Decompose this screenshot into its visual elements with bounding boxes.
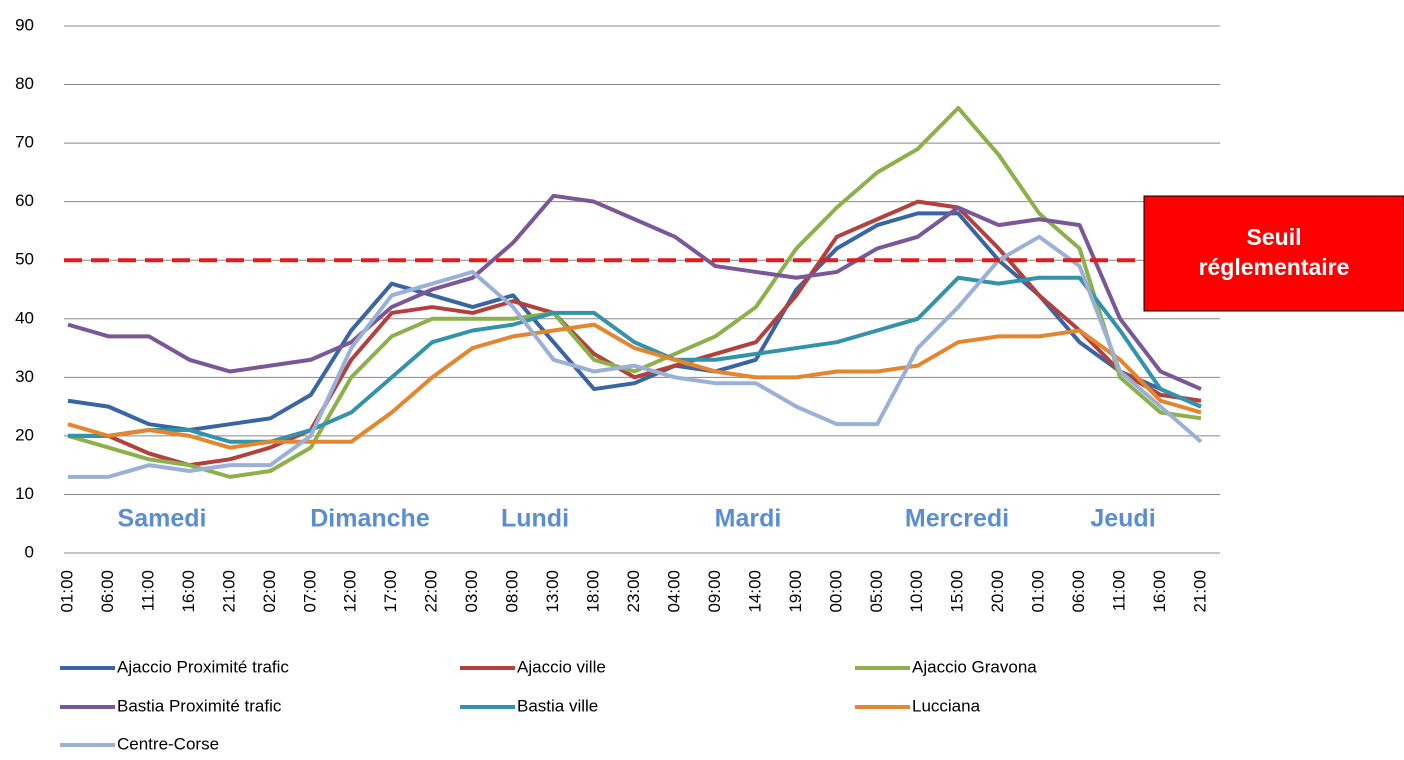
legend-label: Bastia ville bbox=[517, 696, 598, 715]
x-tick-label: 21:00 bbox=[219, 570, 238, 613]
day-label: Mercredi bbox=[905, 505, 1009, 533]
x-tick-label: 08:00 bbox=[503, 570, 522, 613]
y-tick-label: 60 bbox=[15, 191, 34, 210]
x-tick-label: 01:00 bbox=[1029, 570, 1048, 613]
legend-label: Lucciana bbox=[912, 696, 981, 715]
y-tick-label: 10 bbox=[15, 484, 34, 503]
series-line bbox=[68, 275, 1202, 444]
x-tick-label: 19:00 bbox=[786, 570, 805, 613]
x-tick-label: 20:00 bbox=[988, 570, 1007, 613]
x-tick-label: 17:00 bbox=[381, 570, 400, 613]
x-tick-label: 00:00 bbox=[826, 570, 845, 613]
series-line bbox=[68, 199, 1202, 468]
x-tick-label: 10:00 bbox=[907, 570, 926, 613]
day-label: Jeudi bbox=[1090, 505, 1155, 533]
x-tick-label: 16:00 bbox=[1150, 570, 1169, 613]
series-line bbox=[67, 322, 1202, 450]
series-line bbox=[67, 211, 1202, 433]
day-label: Mardi bbox=[715, 505, 782, 533]
legend-label: Ajaccio Gravona bbox=[912, 657, 1037, 676]
x-tick-label: 22:00 bbox=[422, 570, 441, 613]
y-tick-label: 40 bbox=[15, 308, 34, 327]
x-tick-label: 21:00 bbox=[1190, 570, 1209, 613]
x-tick-label: 11:00 bbox=[138, 570, 157, 611]
x-tick-label: 06:00 bbox=[98, 570, 117, 613]
y-tick-label: 80 bbox=[15, 74, 34, 93]
x-tick-label: 02:00 bbox=[260, 570, 279, 613]
legend-label: Ajaccio ville bbox=[517, 657, 606, 676]
day-label: Dimanche bbox=[310, 505, 430, 533]
threshold-box bbox=[1143, 195, 1404, 312]
x-tick-label: 18:00 bbox=[584, 570, 603, 613]
y-tick-label: 70 bbox=[15, 133, 34, 152]
y-tick-label: 0 bbox=[25, 542, 34, 561]
x-tick-label: 06:00 bbox=[1069, 570, 1088, 613]
legend-label: Ajaccio Proximité trafic bbox=[117, 657, 289, 676]
threshold-label: Seuil réglementaire bbox=[1199, 224, 1350, 280]
day-label: Samedi bbox=[118, 505, 207, 533]
x-tick-label: 05:00 bbox=[867, 570, 886, 613]
y-tick-label: 90 bbox=[15, 15, 34, 34]
x-tick-label: 04:00 bbox=[664, 570, 683, 613]
series-line bbox=[67, 193, 1202, 391]
y-tick-label: 20 bbox=[15, 425, 34, 444]
y-tick-label: 30 bbox=[15, 367, 34, 386]
x-tick-label: 15:00 bbox=[948, 570, 967, 613]
x-tick-label: 01:00 bbox=[57, 570, 76, 613]
x-tick-label: 07:00 bbox=[300, 570, 319, 613]
series-line bbox=[67, 105, 1202, 479]
x-tick-label: 12:00 bbox=[341, 570, 360, 613]
x-tick-label: 14:00 bbox=[745, 570, 764, 613]
series-line bbox=[68, 234, 1203, 479]
x-tick-label: 16:00 bbox=[179, 570, 198, 613]
legend-label: Centre-Corse bbox=[117, 734, 219, 753]
x-tick-label: 03:00 bbox=[462, 570, 481, 613]
day-label: Lundi bbox=[501, 505, 569, 533]
x-tick-label: 23:00 bbox=[624, 570, 643, 613]
x-tick-label: 11:00 bbox=[1110, 570, 1129, 611]
legend-label: Bastia Proximité trafic bbox=[117, 696, 282, 715]
x-tick-label: 09:00 bbox=[705, 570, 724, 613]
y-tick-label: 50 bbox=[15, 250, 34, 269]
x-tick-label: 13:00 bbox=[543, 570, 562, 613]
